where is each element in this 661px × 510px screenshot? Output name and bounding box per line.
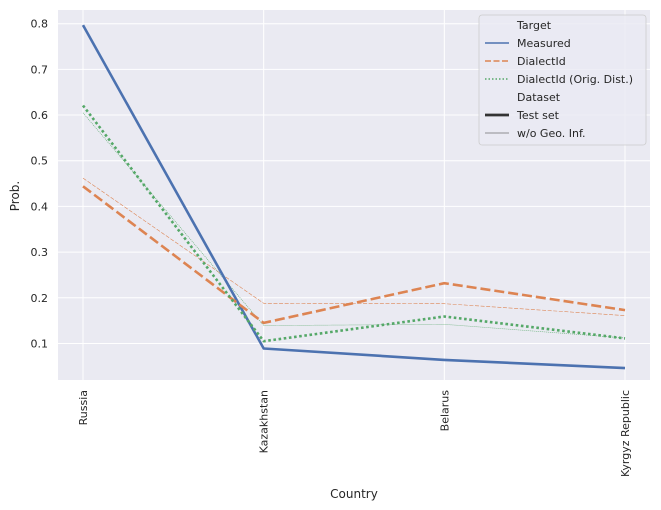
- y-tick-label: 0.1: [31, 337, 49, 350]
- legend: Target Measured DialectId DialectId (Ori…: [478, 14, 647, 146]
- y-tick-label: 0.2: [31, 292, 49, 305]
- y-axis-label: Prob.: [8, 181, 22, 211]
- legend-title-dataset: Dataset: [517, 91, 561, 104]
- grid-lines: [58, 10, 650, 380]
- series-lines-without-geo-info: [82, 112, 626, 339]
- x-tick-label: Kazakhstan: [258, 390, 271, 453]
- legend-label-dialectid-orig: DialectId (Orig. Dist.): [517, 73, 633, 86]
- x-tick-label: Kyrgyz Republic: [619, 390, 632, 477]
- y-tick-labels: 0.1 0.2 0.3 0.4 0.5 0.6 0.7 0.8: [31, 18, 49, 351]
- legend-label-without-geo: w/o Geo. Inf.: [517, 127, 586, 140]
- legend-box: [478, 14, 647, 146]
- legend-label-dialectid: DialectId: [517, 55, 566, 68]
- legend-title-target: Target: [516, 19, 552, 32]
- y-tick-label: 0.4: [31, 200, 49, 213]
- y-tick-label: 0.6: [31, 109, 49, 122]
- y-tick-label: 0.7: [31, 63, 49, 76]
- x-tick-label: Russia: [77, 390, 90, 425]
- series-line-dialectid-without-geo: [82, 177, 626, 316]
- series-line-dialectid-test-set: [82, 185, 626, 325]
- legend-label-test-set: Test set: [516, 109, 560, 122]
- series-line-dialectid-orig-dist-without-geo: [82, 112, 626, 339]
- x-tick-labels: Russia Kazakhstan Belarus Kyrgyz Republic: [77, 390, 632, 477]
- legend-label-measured: Measured: [517, 37, 571, 50]
- x-tick-label: Belarus: [438, 390, 451, 432]
- series-line-measured-test-set: [81, 24, 626, 370]
- y-tick-label: 0.8: [31, 18, 49, 31]
- x-axis-label: Country: [330, 487, 378, 501]
- y-tick-label: 0.3: [31, 246, 49, 259]
- y-tick-label: 0.5: [31, 155, 49, 168]
- series-lines-test-set: [81, 24, 626, 370]
